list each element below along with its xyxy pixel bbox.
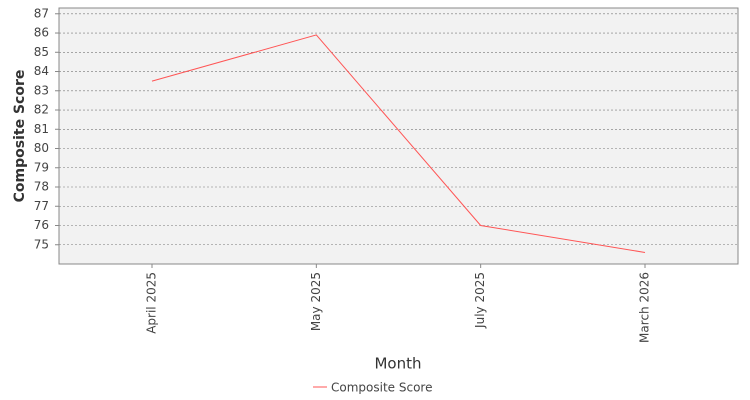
x-tick-label: April 2025 xyxy=(145,272,159,334)
y-tick-label: 81 xyxy=(34,122,49,136)
x-tick-label: March 2026 xyxy=(638,272,652,343)
legend-label: Composite Score xyxy=(331,381,432,395)
y-tick-label: 85 xyxy=(34,45,49,59)
y-axis-title: Composite Score xyxy=(12,70,28,203)
plot-area xyxy=(58,7,739,265)
x-axis-title: Month xyxy=(374,355,421,373)
x-tick-label: July 2025 xyxy=(473,272,487,329)
y-tick-label: 77 xyxy=(34,199,49,213)
y-tick-label: 79 xyxy=(34,160,49,174)
y-tick-label: 83 xyxy=(34,83,49,97)
y-tick-label: 76 xyxy=(34,218,49,232)
y-tick-label: 80 xyxy=(34,141,49,155)
y-tick-label: 82 xyxy=(34,103,49,117)
y-tick-label: 75 xyxy=(34,237,49,251)
y-tick-label: 84 xyxy=(34,64,49,78)
data-line xyxy=(151,34,646,253)
y-tick-label: 87 xyxy=(34,6,49,20)
y-tick-label: 86 xyxy=(34,26,49,40)
x-tick-label: May 2025 xyxy=(309,272,323,331)
y-tick-label: 78 xyxy=(34,180,49,194)
